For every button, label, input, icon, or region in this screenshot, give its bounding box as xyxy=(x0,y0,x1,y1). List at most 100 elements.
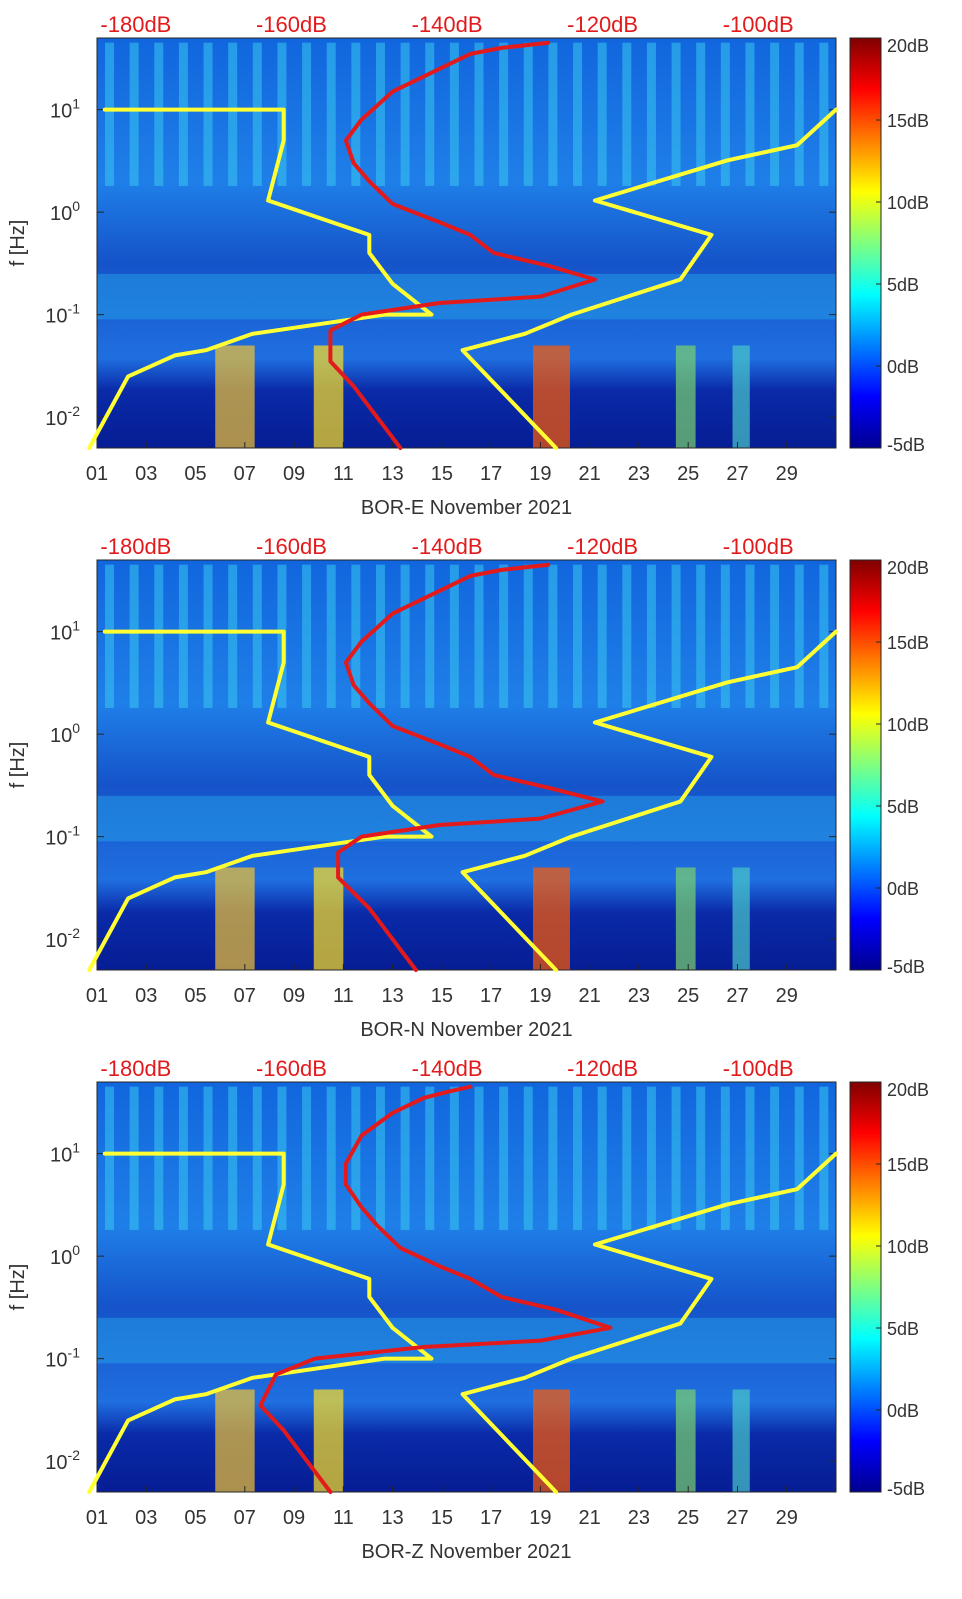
x-tick-label: 01 xyxy=(86,463,108,485)
colorbar-tick-label: -5dB xyxy=(887,1479,925,1499)
y-tick-label: 10-1 xyxy=(45,1345,80,1372)
x-tick-label: 05 xyxy=(184,985,206,1007)
x-tick-label: 07 xyxy=(234,985,256,1007)
y-tick-label: 100 xyxy=(50,720,80,747)
colorbar-tick-label: -5dB xyxy=(887,435,925,455)
x-tick-label: 05 xyxy=(184,1507,206,1529)
x-tick-label: 15 xyxy=(431,1507,453,1529)
plot-frame xyxy=(96,37,837,449)
x-tick-label: 13 xyxy=(381,463,403,485)
y-axis-label: f [Hz] xyxy=(7,742,29,789)
colorbar-tick-label: 20dB xyxy=(887,36,929,56)
x-tick-label: 21 xyxy=(579,463,601,485)
x-tick-label: 27 xyxy=(726,463,748,485)
y-tick-label: 10-2 xyxy=(45,403,80,430)
x-tick-label: 05 xyxy=(184,463,206,485)
y-tick-label: 10-2 xyxy=(45,1447,80,1474)
y-tick-label: 10-1 xyxy=(45,301,80,328)
colorbar-tick-label: 10dB xyxy=(887,1237,929,1257)
x-tick-label: 17 xyxy=(480,463,502,485)
x-tick-label: 01 xyxy=(86,1507,108,1529)
colorbar-tick-label: 0dB xyxy=(887,1401,919,1421)
red-curve xyxy=(336,562,605,972)
x-axis-label: BOR-Z November 2021 xyxy=(361,1541,571,1563)
x-tick-label: 19 xyxy=(529,1507,551,1529)
yellow-curve xyxy=(87,629,434,972)
spectrogram-texture xyxy=(97,564,836,970)
colorbar-tick-label: 15dB xyxy=(887,633,929,653)
top-axis-label: -140dB xyxy=(412,12,483,37)
colorbar-tick-label: 15dB xyxy=(887,111,929,131)
yellow-curve-right xyxy=(460,107,838,450)
colorbar xyxy=(849,1081,882,1493)
x-tick-label: 09 xyxy=(283,1507,305,1529)
x-tick-label: 07 xyxy=(234,463,256,485)
top-axis-label: -180dB xyxy=(100,534,171,559)
x-tick-label: 03 xyxy=(135,1507,157,1529)
x-tick-label: 09 xyxy=(283,463,305,485)
yellow-curve-right xyxy=(460,629,838,972)
colorbar-tick-label: 20dB xyxy=(887,1080,929,1100)
x-tick-label: 19 xyxy=(529,463,551,485)
spectrogram-panel-2: 01 03 05 07 09 11 13 15 17 19 21 23 25 27 29 10-2 10-1 10… xyxy=(7,534,929,1041)
x-tick-label: 29 xyxy=(776,985,798,1007)
x-tick-label: 19 xyxy=(529,985,551,1007)
top-axis-label: -120dB xyxy=(567,12,638,37)
top-axis-label: -120dB xyxy=(567,534,638,559)
x-axis-label: BOR-N November 2021 xyxy=(360,1019,572,1041)
x-tick-label: 27 xyxy=(726,985,748,1007)
red-curve xyxy=(328,40,597,450)
y-axis-label: f [Hz] xyxy=(7,1264,29,1311)
spectrogram-texture xyxy=(97,1086,836,1492)
colorbar-tick-label: 10dB xyxy=(887,193,929,213)
x-tick-label: 15 xyxy=(431,463,453,485)
top-axis-label: -100dB xyxy=(723,12,794,37)
x-tick-label: 03 xyxy=(135,985,157,1007)
x-tick-label: 29 xyxy=(776,463,798,485)
top-axis-label: -180dB xyxy=(100,1056,171,1081)
yellow-curve-right xyxy=(460,1151,838,1494)
x-tick-label: 01 xyxy=(86,985,108,1007)
x-tick-label: 03 xyxy=(135,463,157,485)
colorbar-tick-label: 0dB xyxy=(887,357,919,377)
colorbar xyxy=(849,559,882,971)
colorbar xyxy=(849,37,882,449)
x-tick-label: 11 xyxy=(333,985,354,1007)
spectrogram-panel-1: 01 03 05 07 09 11 13 15 17 19 21 23 25 27 29 10-2 10-1 10… xyxy=(7,12,929,519)
y-tick-label: 101 xyxy=(50,96,80,123)
colorbar-tick-label: 5dB xyxy=(887,797,919,817)
colorbar-tick-label: -5dB xyxy=(887,957,925,977)
top-axis-label: -120dB xyxy=(567,1056,638,1081)
colorbar-tick-label: 20dB xyxy=(887,558,929,578)
x-tick-label: 23 xyxy=(628,463,650,485)
spectrogram-panel-3: 01 03 05 07 09 11 13 15 17 19 21 23 25 27 29 10-2 10-1 10… xyxy=(7,1056,929,1563)
colorbar-tick-label: 15dB xyxy=(887,1155,929,1175)
x-tick-label: 21 xyxy=(579,1507,601,1529)
top-axis-label: -140dB xyxy=(412,1056,483,1081)
yellow-curve xyxy=(87,1151,434,1494)
x-tick-label: 17 xyxy=(480,1507,502,1529)
y-tick-label: 100 xyxy=(50,198,80,225)
colorbar-tick-label: 10dB xyxy=(887,715,929,735)
colorbar-tick-label: 5dB xyxy=(887,275,919,295)
red-curve xyxy=(258,1084,613,1494)
x-tick-label: 13 xyxy=(381,985,403,1007)
x-tick-label: 17 xyxy=(480,985,502,1007)
x-tick-label: 27 xyxy=(726,1507,748,1529)
x-tick-label: 15 xyxy=(431,985,453,1007)
y-tick-label: 100 xyxy=(50,1242,80,1269)
x-tick-label: 07 xyxy=(234,1507,256,1529)
x-axis-label: BOR-E November 2021 xyxy=(361,497,572,519)
x-tick-label: 11 xyxy=(333,1507,354,1529)
y-tick-label: 10-2 xyxy=(45,925,80,952)
x-tick-label: 25 xyxy=(677,985,699,1007)
y-tick-label: 101 xyxy=(50,1140,80,1167)
top-axis-label: -180dB xyxy=(100,12,171,37)
colorbar-tick-label: 5dB xyxy=(887,1319,919,1339)
x-tick-label: 09 xyxy=(283,985,305,1007)
top-axis-label: -140dB xyxy=(412,534,483,559)
yellow-curve xyxy=(87,107,434,450)
plot-frame xyxy=(96,559,837,971)
x-tick-label: 23 xyxy=(628,1507,650,1529)
